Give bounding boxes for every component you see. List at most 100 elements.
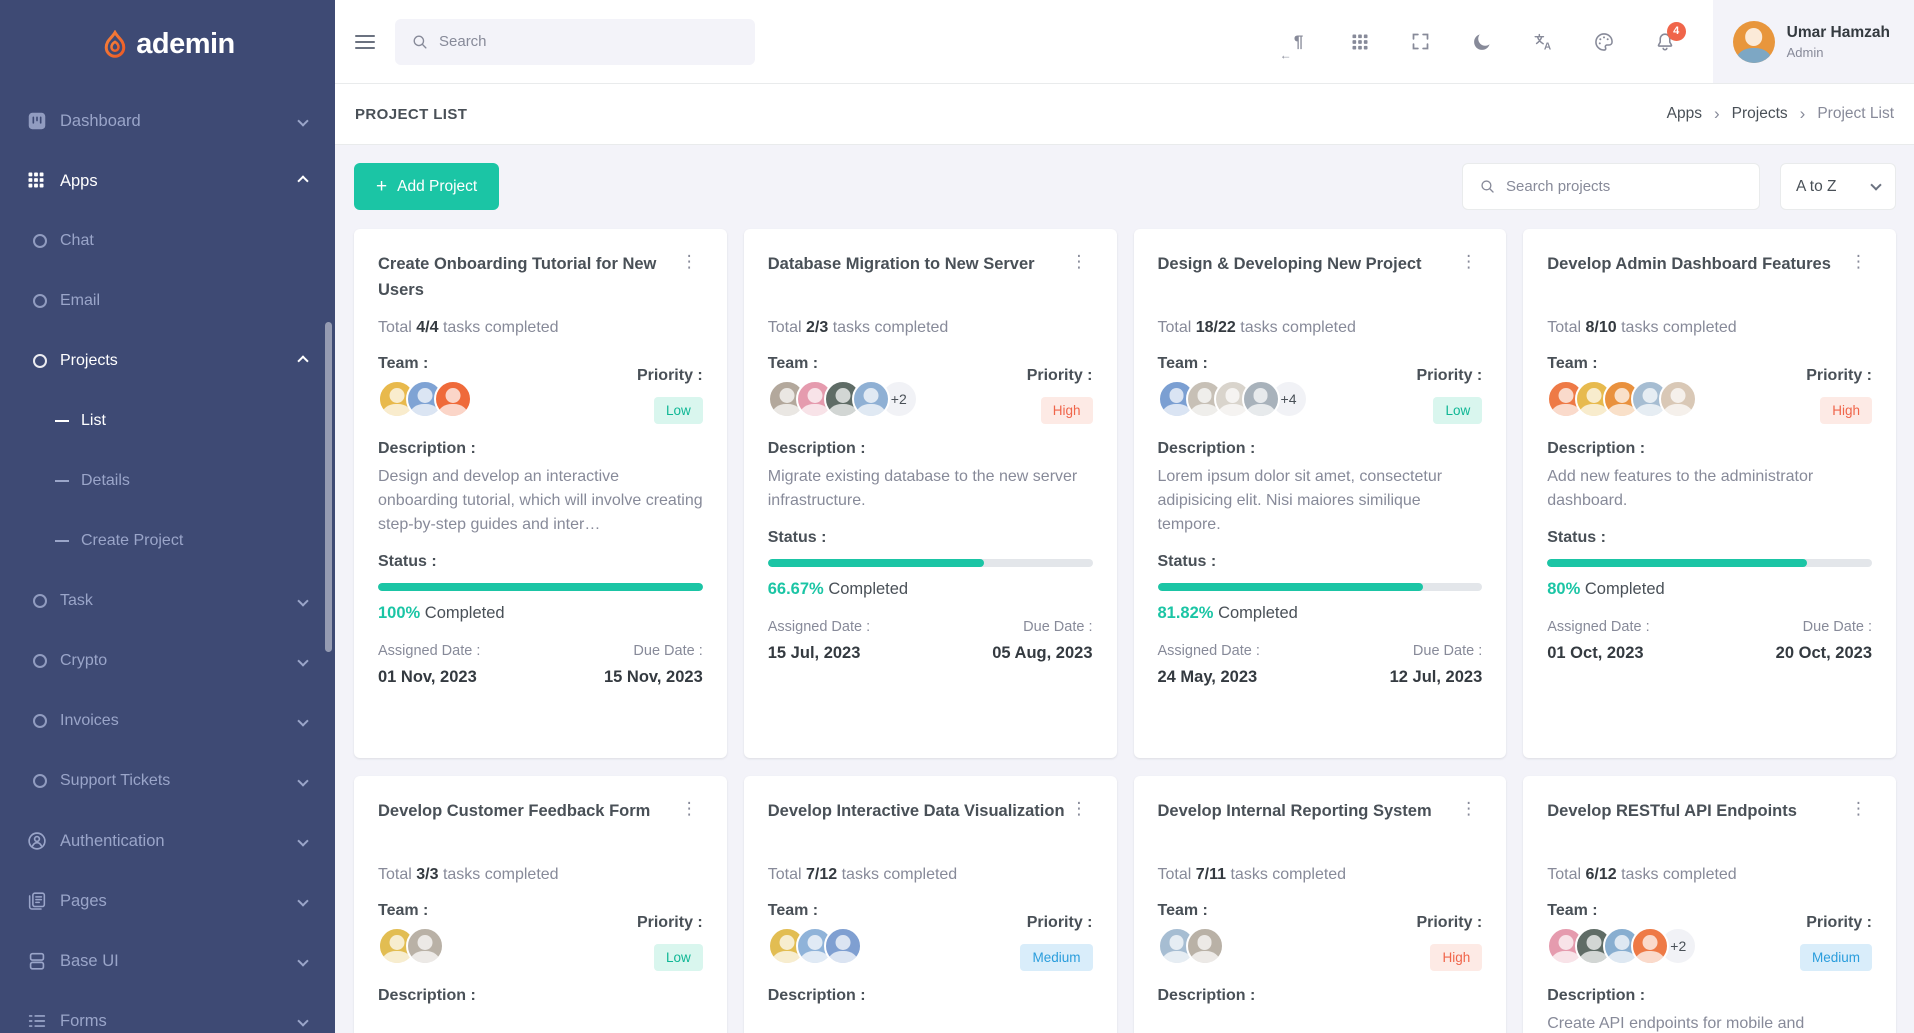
sidebar-item-pages[interactable]: Pages xyxy=(0,871,335,931)
notifications-icon[interactable]: 4 xyxy=(1653,21,1686,54)
text-direction-icon[interactable]: ¶ ← xyxy=(1279,32,1304,62)
team-avatars xyxy=(1547,380,1698,418)
status-label: Status : xyxy=(767,529,827,546)
assigned-date-label: Assigned Date : xyxy=(1157,643,1260,659)
dash-bullet-icon xyxy=(55,480,69,482)
sidebar-item-label: Apps xyxy=(60,171,98,190)
brand-name: ademin xyxy=(136,28,235,60)
sidebar-item-label: Base UI xyxy=(60,951,119,970)
sidebar-item-crypto[interactable]: Crypto xyxy=(0,631,335,691)
apps-grid-icon xyxy=(26,170,48,192)
avatar xyxy=(434,380,472,418)
translate-icon[interactable]: A xyxy=(1531,30,1555,54)
breadcrumb-apps[interactable]: Apps xyxy=(1666,105,1702,122)
sidebar-item-list[interactable]: List xyxy=(0,391,335,451)
sidebar-item-label: List xyxy=(81,412,106,429)
kebab-menu-icon[interactable]: ⋮ xyxy=(1460,799,1479,818)
breadcrumb-projects[interactable]: Projects xyxy=(1731,105,1788,122)
team-label: Team : xyxy=(767,902,819,919)
kebab-menu-icon[interactable]: ⋮ xyxy=(680,799,699,818)
fullscreen-icon[interactable] xyxy=(1409,30,1433,54)
priority-label: Priority : xyxy=(636,914,703,931)
kebab-menu-icon[interactable]: ⋮ xyxy=(1070,799,1089,818)
description-text: Add new features to the administrator da… xyxy=(1547,468,1814,509)
sidebar-item-email[interactable]: Email xyxy=(0,271,335,331)
hamburger-menu-icon[interactable] xyxy=(355,34,375,49)
svg-text:A: A xyxy=(1544,41,1552,52)
avatar xyxy=(851,380,890,418)
sidebar-item-label: Authentication xyxy=(60,831,165,850)
kebab-menu-icon[interactable]: ⋮ xyxy=(1460,252,1479,271)
kebab-menu-icon[interactable]: ⋮ xyxy=(1850,252,1868,271)
due-date-value: 12 Jul, 2023 xyxy=(1389,668,1483,686)
avatar xyxy=(406,927,444,965)
team-label: Team : xyxy=(1547,355,1598,372)
sidebar-item-projects[interactable]: Projects xyxy=(0,331,335,391)
brand-logo[interactable]: ademin xyxy=(0,0,335,89)
description-label: Description : xyxy=(1157,440,1256,457)
team-label: Team : xyxy=(1547,902,1598,919)
project-card: Develop Interactive Data Visualization ⋮… xyxy=(743,776,1117,1033)
project-card: Create Onboarding Tutorial for New Users… xyxy=(354,229,727,758)
priority-label: Priority : xyxy=(1026,367,1093,384)
avatar xyxy=(1659,380,1698,418)
priority-badge: Medium xyxy=(1020,944,1093,971)
due-date-label: Due Date : xyxy=(1023,619,1093,635)
priority-badge: High xyxy=(1040,397,1093,424)
tasks-summary: Total 4/4 tasks completed xyxy=(378,319,559,336)
user-circle-icon xyxy=(26,830,48,852)
forms-icon xyxy=(26,1010,48,1032)
search-icon xyxy=(1479,178,1496,195)
project-card: Develop Internal Reporting System ⋮ Tota… xyxy=(1133,776,1507,1033)
progress-text: 80% Completed xyxy=(1547,580,1665,598)
sidebar-item-chat[interactable]: Chat xyxy=(0,211,335,271)
sidebar-item-support-tickets[interactable]: Support Tickets xyxy=(0,751,335,811)
sidebar-item-apps[interactable]: Apps xyxy=(0,151,335,211)
due-date-value: 05 Aug, 2023 xyxy=(992,644,1093,662)
sidebar-item-label: Projects xyxy=(60,352,118,369)
team-label: Team : xyxy=(378,902,429,919)
sidebar-item-forms[interactable]: Forms xyxy=(0,991,335,1033)
global-search-input[interactable] xyxy=(439,33,739,50)
status-label: Status : xyxy=(1157,553,1217,570)
sidebar-scrollbar[interactable] xyxy=(325,322,332,652)
description-label: Description : xyxy=(1547,440,1646,457)
progress-bar xyxy=(1547,559,1872,567)
avatar xyxy=(1241,380,1280,418)
kebab-menu-icon[interactable]: ⋮ xyxy=(1070,252,1089,271)
sort-select[interactable]: A to Z xyxy=(1780,163,1896,210)
sidebar-item-dashboard[interactable]: Dashboard xyxy=(0,91,335,151)
add-project-button[interactable]: + Add Project xyxy=(354,163,500,210)
sidebar-item-task[interactable]: Task xyxy=(0,571,335,631)
apps-grid-icon[interactable] xyxy=(1348,30,1372,54)
team-avatars xyxy=(378,380,472,418)
sidebar-nav: Dashboard Apps Chat Email Projects List Detail… xyxy=(0,89,335,1033)
flame-logo-icon xyxy=(100,29,130,60)
chevron-up-icon xyxy=(297,175,309,187)
page-title-bar: PROJECT LIST Apps › Projects › Project L… xyxy=(335,84,1914,145)
dashboard-icon xyxy=(26,110,48,132)
project-search-input[interactable] xyxy=(1506,178,1743,195)
progress-fill xyxy=(1157,583,1424,591)
theme-palette-icon[interactable] xyxy=(1592,30,1616,54)
global-search xyxy=(395,18,755,65)
sidebar-item-invoices[interactable]: Invoices xyxy=(0,691,335,751)
sidebar: ademin Dashboard Apps Chat Email Projects Lis… xyxy=(0,0,335,1033)
sidebar-item-authentication[interactable]: Authentication xyxy=(0,811,335,871)
team-avatars: +2 xyxy=(1547,927,1698,965)
priority-badge: Low xyxy=(653,944,703,971)
kebab-menu-icon[interactable]: ⋮ xyxy=(680,252,699,271)
search-icon xyxy=(411,33,429,51)
progress-fill xyxy=(1547,559,1808,567)
priority-label: Priority : xyxy=(1416,914,1483,931)
chevron-down-icon xyxy=(297,775,309,787)
kebab-menu-icon[interactable]: ⋮ xyxy=(1850,799,1868,818)
sidebar-item-create-project[interactable]: Create Project xyxy=(0,511,335,571)
dark-mode-icon[interactable] xyxy=(1470,30,1494,54)
sidebar-item-details[interactable]: Details xyxy=(0,451,335,511)
chevron-down-icon xyxy=(297,955,309,967)
avatar xyxy=(1185,927,1224,965)
sidebar-item-base-ui[interactable]: Base UI xyxy=(0,931,335,991)
tasks-summary: Total 2/3 tasks completed xyxy=(767,319,949,336)
user-menu[interactable]: Umar Hamzah Admin xyxy=(1712,0,1914,83)
